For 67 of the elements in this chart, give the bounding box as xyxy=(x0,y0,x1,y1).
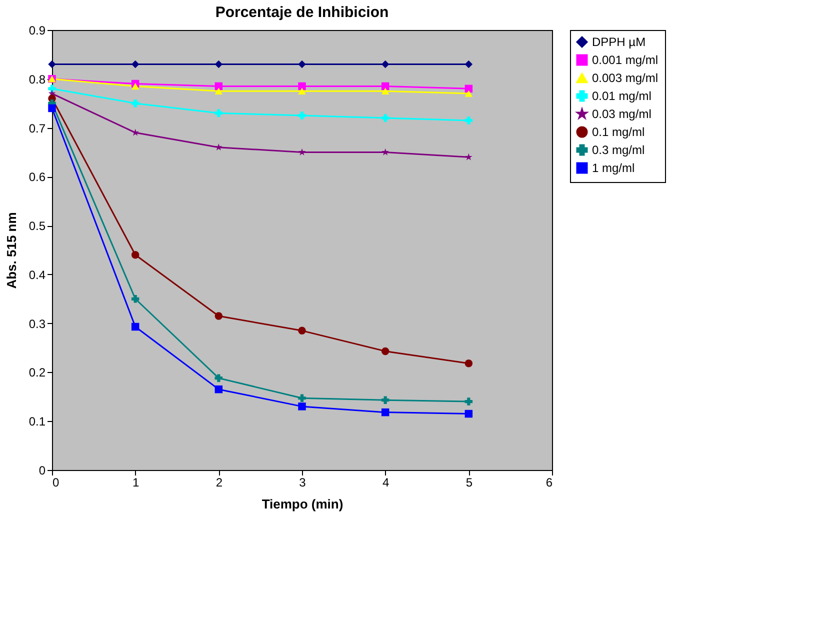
point xyxy=(381,396,390,404)
point xyxy=(298,82,306,90)
y-axis-title: Abs. 515 nm xyxy=(4,212,19,289)
y-tick-label: 0.7 xyxy=(28,121,46,136)
point xyxy=(382,148,390,156)
point xyxy=(298,88,306,94)
legend-label: 0.3 mg/ml xyxy=(592,143,645,157)
x-tick-label: 2 xyxy=(216,476,223,490)
point xyxy=(381,60,390,68)
y-tick-label: 0.6 xyxy=(28,170,46,184)
y-tick-label: 0.4 xyxy=(28,268,46,282)
point xyxy=(214,385,223,394)
point xyxy=(298,402,306,410)
point xyxy=(298,148,306,156)
point xyxy=(464,360,473,368)
point xyxy=(464,398,473,406)
point xyxy=(381,347,390,356)
x-tick-label: 1 xyxy=(132,476,140,490)
point xyxy=(131,60,140,68)
point xyxy=(298,326,306,335)
point xyxy=(298,60,306,68)
point xyxy=(464,60,473,68)
legend-label: 0.1 mg/ml xyxy=(592,125,645,139)
x-tick-label: 0 xyxy=(52,476,60,490)
point xyxy=(214,88,223,94)
x-tick-label: 5 xyxy=(466,476,473,490)
point xyxy=(464,153,472,160)
legend-label: 0.003 mg/ml xyxy=(592,71,658,85)
x-tick-label: 6 xyxy=(546,476,553,490)
point xyxy=(214,374,223,382)
point xyxy=(48,60,56,68)
point xyxy=(131,251,140,259)
point xyxy=(131,82,140,90)
point xyxy=(131,99,140,108)
point xyxy=(131,322,140,331)
y-tick-label: 0.9 xyxy=(28,24,46,38)
point xyxy=(132,128,140,136)
point xyxy=(464,410,473,418)
y-tick-label: 0 xyxy=(38,464,46,478)
point xyxy=(298,112,306,120)
legend-label: 0.01 mg/ml xyxy=(592,89,652,103)
point xyxy=(298,394,306,402)
point xyxy=(48,104,56,112)
y-tick-label: 0.5 xyxy=(28,219,46,234)
point xyxy=(381,88,390,94)
point xyxy=(214,312,223,320)
y-tick-label: 0.1 xyxy=(28,414,46,429)
y-tick-label: 0.8 xyxy=(28,72,46,86)
legend-label: 0.001 mg/ml xyxy=(592,53,658,67)
point xyxy=(48,84,56,93)
point xyxy=(464,116,473,124)
y-tick-label: 0.3 xyxy=(28,316,46,331)
point xyxy=(464,90,473,97)
legend-label: 0.03 mg/ml xyxy=(592,107,652,121)
x-tick-label: 3 xyxy=(299,476,306,490)
legend-label: DPPH µM xyxy=(592,35,646,49)
point xyxy=(214,60,223,68)
point xyxy=(131,295,140,303)
point xyxy=(214,109,223,117)
x-axis-title: Tiempo (min) xyxy=(262,496,344,512)
y-tick-label: 0.2 xyxy=(28,366,46,380)
point xyxy=(381,408,390,416)
point xyxy=(214,143,222,150)
x-tick-label: 4 xyxy=(382,476,390,490)
legend-label: 1 mg/ml xyxy=(592,161,635,175)
point xyxy=(381,114,390,122)
chart-title: Porcentaje de Inhibicion xyxy=(215,4,389,21)
